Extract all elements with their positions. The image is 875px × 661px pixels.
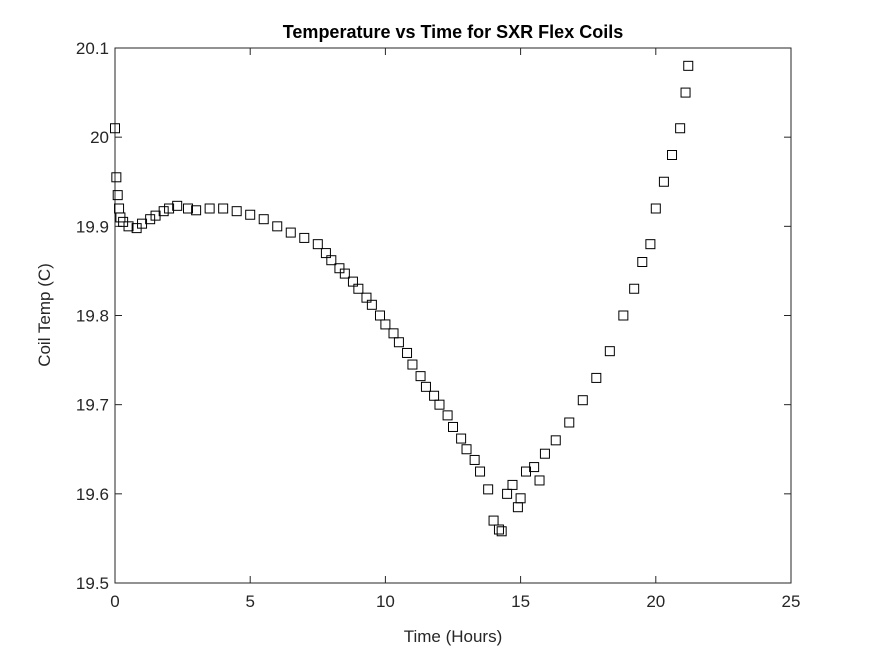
marker: [483, 484, 494, 495]
marker: [469, 454, 480, 465]
marker: [534, 475, 545, 486]
marker: [658, 176, 669, 187]
marker: [393, 337, 404, 348]
marker: [442, 410, 453, 421]
marker: [183, 203, 194, 214]
x-tick-label: 0: [110, 592, 119, 611]
marker: [366, 299, 377, 310]
marker: [456, 433, 467, 444]
marker: [515, 493, 526, 504]
marker: [285, 227, 296, 238]
x-tick-label: 25: [782, 592, 801, 611]
marker: [475, 466, 486, 477]
marker: [448, 421, 458, 432]
marker: [493, 524, 504, 535]
marker: [326, 255, 337, 266]
marker: [110, 123, 120, 134]
x-tick-label: 5: [245, 592, 254, 611]
marker: [604, 346, 615, 357]
marker: [488, 515, 499, 526]
marker: [415, 371, 426, 382]
marker: [312, 239, 323, 250]
marker: [204, 203, 215, 214]
plot-area: [114, 47, 792, 584]
marker: [539, 448, 550, 459]
marker: [111, 172, 122, 183]
marker: [172, 200, 183, 211]
y-tick-label: 19.5: [76, 574, 109, 593]
marker: [361, 292, 372, 303]
marker: [577, 395, 588, 406]
marker: [618, 310, 629, 321]
marker: [429, 390, 440, 401]
marker: [231, 206, 242, 217]
marker: [591, 372, 602, 383]
marker: [407, 359, 418, 370]
marker: [272, 221, 283, 232]
marker: [258, 214, 269, 225]
marker: [564, 417, 575, 428]
marker: [388, 328, 399, 339]
y-tick-label: 19.7: [76, 396, 109, 415]
marker: [645, 239, 656, 250]
x-axis-label: Time (Hours): [404, 627, 503, 646]
marker: [675, 123, 686, 134]
marker: [507, 479, 518, 490]
marker: [420, 381, 431, 392]
marker: [529, 462, 540, 473]
marker: [629, 283, 640, 294]
marker: [339, 268, 350, 279]
marker: [218, 203, 229, 214]
marker: [374, 310, 385, 321]
marker: [320, 248, 331, 259]
marker: [683, 60, 694, 71]
marker: [380, 319, 391, 330]
marker: [550, 435, 561, 446]
marker: [650, 203, 661, 214]
y-tick-label: 19.8: [76, 307, 109, 326]
marker: [496, 526, 507, 537]
x-tick-label: 15: [511, 592, 530, 611]
y-tick-label: 19.6: [76, 485, 109, 504]
y-tick-label: 20.1: [76, 39, 109, 58]
marker: [158, 206, 169, 217]
y-tick-label: 19.9: [76, 217, 109, 236]
y-axis-label: Coil Temp (C): [35, 263, 54, 367]
marker: [461, 444, 472, 455]
x-tick-label: 20: [646, 592, 665, 611]
marker: [145, 214, 156, 225]
marker: [347, 276, 358, 287]
y-tick-label: 20: [90, 128, 109, 147]
marker: [680, 87, 691, 98]
marker: [299, 232, 310, 243]
chart-title: Temperature vs Time for SXR Flex Coils: [283, 22, 623, 42]
marker: [353, 283, 364, 294]
marker: [502, 488, 513, 499]
marker: [164, 203, 175, 214]
marker: [191, 205, 202, 216]
marker: [667, 150, 678, 160]
marker: [637, 257, 648, 267]
marker: [402, 347, 413, 358]
marker: [434, 399, 445, 410]
marker: [334, 263, 345, 274]
marker: [112, 190, 123, 201]
marker: [245, 209, 256, 220]
x-tick-label: 10: [376, 592, 395, 611]
marker: [123, 221, 134, 232]
